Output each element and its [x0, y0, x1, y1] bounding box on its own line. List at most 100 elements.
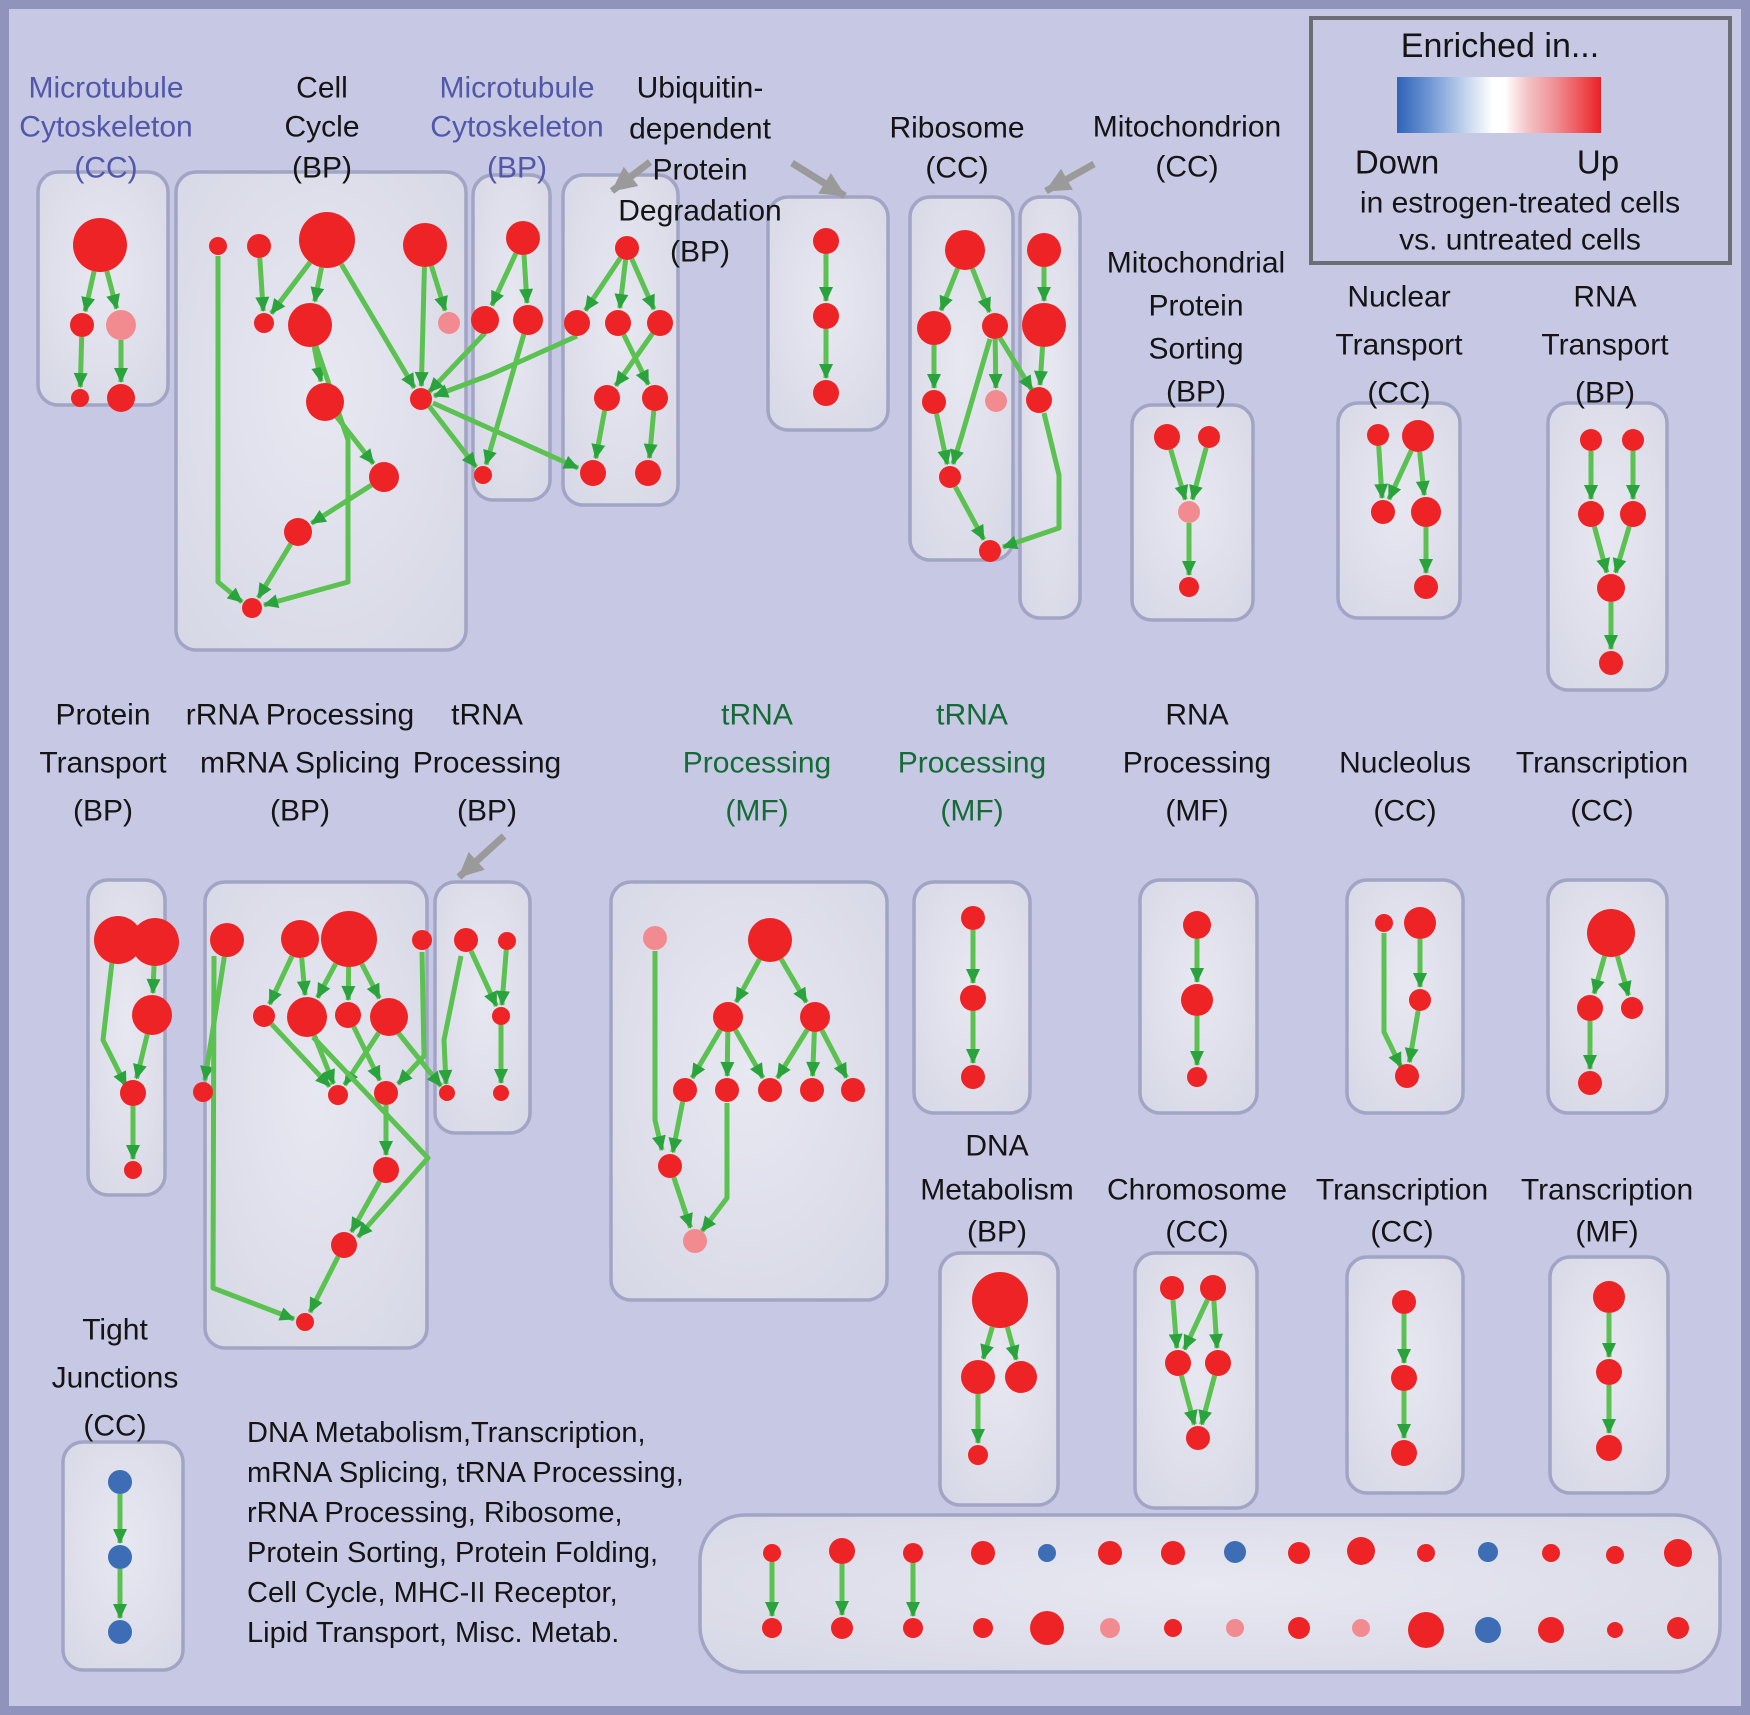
- edge-arrow: [980, 1326, 995, 1360]
- edge-arrow: [1612, 525, 1632, 574]
- edge-arrow: [1591, 525, 1610, 574]
- go-term-node-red: [1596, 1359, 1622, 1385]
- go-term-node-red: [762, 1618, 782, 1638]
- edge-arrow: [1178, 1374, 1198, 1426]
- cluster-label-protein-transport-bp: Transport: [39, 747, 167, 780]
- go-term-node-red: [1542, 1544, 1560, 1562]
- go-term-node-red: [506, 221, 540, 255]
- go-term-node-red: [1161, 1541, 1185, 1565]
- edges-layer: [73, 252, 1640, 1619]
- cluster-label-trna-processing-bp: tRNA: [451, 699, 523, 732]
- go-term-node-red: [281, 920, 319, 958]
- go-term-node-red: [306, 383, 344, 421]
- misc-group-annotation-line: Cell Cycle, MHC-II Receptor,: [247, 1577, 618, 1609]
- go-term-node-red: [713, 1002, 743, 1032]
- go-term-node-red: [1183, 911, 1211, 939]
- cross-cluster-edge-arrow: [997, 336, 1035, 392]
- labels-layer: Microtubule Cytoskeleton (CC) Cell Cycle (BP)…: [19, 72, 1693, 1650]
- cluster-label-transcription-cc-mid: Transcription: [1516, 747, 1688, 780]
- go-term-node-red: [410, 388, 432, 410]
- cross-cluster-edge-arrow: [394, 1028, 443, 1088]
- go-term-node-red: [107, 384, 135, 412]
- go-term-node-red: [1288, 1542, 1310, 1564]
- go-term-node-red: [979, 540, 1001, 562]
- legend-gradient-bar: [1397, 77, 1601, 133]
- go-term-node-red: [287, 997, 327, 1037]
- go-term-node-red: [439, 1085, 455, 1101]
- edge-arrow: [489, 252, 519, 307]
- cluster-label-rna-processing-mf: Processing: [1123, 747, 1271, 780]
- go-term-node-red: [492, 1007, 510, 1025]
- go-term-node-pink: [1226, 1619, 1244, 1637]
- go-term-node-red: [124, 1161, 142, 1179]
- label-pointer-arrow: [456, 833, 507, 880]
- go-term-node-red: [210, 923, 244, 957]
- go-term-node-blue: [1224, 1541, 1246, 1563]
- go-term-node-blue: [1038, 1544, 1056, 1562]
- go-term-node-red: [288, 303, 332, 347]
- go-term-node-red: [498, 932, 516, 950]
- edge-arrow: [339, 262, 417, 390]
- go-term-node-red: [1606, 1546, 1624, 1564]
- go-term-node-red: [471, 306, 499, 334]
- cluster-label-mitochondrial-protein-sorting-bp: Sorting: [1148, 333, 1243, 366]
- go-term-node-red: [615, 236, 639, 260]
- edge-arrow: [519, 254, 534, 305]
- label-pointer-arrow: [1044, 160, 1096, 195]
- go-term-node-red: [813, 303, 839, 329]
- legend-box: [1309, 16, 1732, 265]
- cluster-label-trna-processing-mf-2: tRNA: [936, 699, 1008, 732]
- go-term-node-red: [454, 928, 478, 952]
- go-term-node-red: [1165, 1350, 1191, 1376]
- go-term-node-pink: [438, 312, 460, 334]
- go-term-node-red: [73, 218, 127, 272]
- edge-arrow: [1381, 933, 1404, 1069]
- go-term-node-red: [242, 598, 262, 618]
- cluster-box-nuclear-transport-cc: [1336, 401, 1462, 620]
- go-term-node-red: [945, 230, 985, 270]
- edge-arrow: [778, 957, 809, 1004]
- legend-down-label: Down: [1355, 144, 1439, 181]
- go-term-node-red: [903, 1618, 923, 1638]
- go-term-node-red: [132, 995, 172, 1035]
- go-term-node-red: [1593, 1281, 1625, 1313]
- go-term-node-red: [813, 228, 839, 254]
- cluster-label-mitochondrial-protein-sorting-bp: Mitochondrial: [1107, 247, 1285, 280]
- go-term-node-red: [961, 1360, 995, 1394]
- go-term-node-red: [1408, 1612, 1444, 1648]
- misc-group-annotation-line: mRNA Splicing, tRNA Processing,: [247, 1457, 684, 1489]
- go-term-node-red: [829, 1538, 855, 1564]
- cluster-box-rna-transport-bp: [1546, 401, 1669, 692]
- go-term-node-red: [94, 916, 142, 964]
- edge-arrow: [733, 1028, 766, 1080]
- edge-arrow: [307, 1255, 341, 1314]
- go-term-node-red: [922, 390, 946, 414]
- cluster-label-protein-transport-bp: Protein: [55, 699, 150, 732]
- cluster-label-rrna-processing-mrna-splicing-bp: (BP): [270, 795, 330, 828]
- go-term-node-red: [1367, 424, 1389, 446]
- label-pointer-arrow: [790, 160, 847, 199]
- edge-arrow: [1615, 955, 1632, 997]
- go-term-node-red: [1200, 1275, 1226, 1301]
- go-term-node-red: [580, 460, 606, 486]
- go-term-node-red: [1187, 1067, 1207, 1087]
- cluster-box-nucleolus-cc: [1345, 878, 1465, 1115]
- go-term-node-red: [1371, 500, 1395, 524]
- go-term-node-red: [374, 1081, 398, 1105]
- edge-arrow: [1404, 1010, 1421, 1064]
- cluster-label-transcription-mf: Transcription: [1521, 1174, 1693, 1207]
- go-term-node-red: [564, 310, 590, 336]
- cluster-label-microtubule-cytoskeleton-bp: Cytoskeleton: [430, 111, 603, 144]
- cluster-label-rna-transport-bp: Transport: [1541, 329, 1669, 362]
- cluster-label-mitochondrial-protein-sorting-bp: Protein: [1148, 290, 1243, 323]
- edge-arrow: [934, 413, 952, 466]
- go-term-node-red: [973, 1618, 993, 1638]
- go-term-node-red: [1580, 429, 1602, 451]
- edge-arrow: [269, 260, 313, 315]
- edge-arrow: [315, 962, 338, 999]
- cluster-box-microtubule-cytoskeleton-cc: [36, 170, 170, 407]
- cluster-label-dna-metabolism-bp: DNA: [965, 1130, 1028, 1163]
- edge-arrow: [1182, 1298, 1210, 1351]
- go-term-node-pink: [106, 310, 136, 340]
- go-term-node-red: [1392, 1290, 1416, 1314]
